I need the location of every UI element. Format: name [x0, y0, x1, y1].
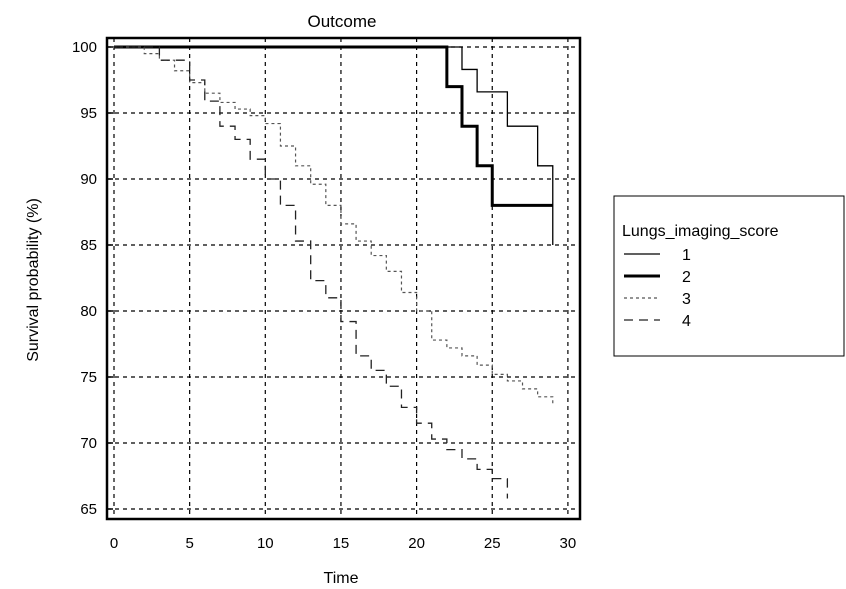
x-tick-label: 30 — [560, 535, 577, 552]
y-tick-label: 75 — [80, 369, 97, 386]
legend: Lungs_imaging_score 1 2 3 4 — [613, 195, 845, 357]
grid-lines — [107, 38, 580, 519]
x-tick-label: 20 — [408, 535, 425, 552]
legend-items: 1 2 3 4 — [624, 247, 691, 330]
legend-label-4: 4 — [682, 313, 691, 330]
y-tick-label: 90 — [80, 171, 97, 188]
x-tick-labels: 0 5 10 15 20 25 30 — [110, 535, 576, 552]
y-tick-label: 100 — [72, 39, 97, 56]
series-3-line — [114, 46, 554, 404]
series-4-line — [114, 46, 509, 499]
x-tick-label: 5 — [185, 535, 193, 552]
series-2-line — [114, 45, 553, 207]
y-tick-label: 85 — [80, 237, 97, 254]
x-axis-label: Time — [324, 570, 359, 587]
y-tick-label: 65 — [80, 501, 97, 518]
legend-label-1: 1 — [682, 247, 691, 264]
legend-title: Lungs_imaging_score — [622, 223, 779, 240]
plot-frame — [105, 36, 582, 521]
legend-label-3: 3 — [682, 291, 691, 308]
x-tick-label: 25 — [484, 535, 501, 552]
y-tick-label: 95 — [80, 105, 97, 122]
chart-title: Outcome — [308, 12, 377, 31]
series-layer — [114, 45, 554, 499]
y-axis-label: Survival probability (%) — [25, 198, 42, 362]
y-tick-label: 80 — [80, 303, 97, 320]
legend-label-2: 2 — [682, 269, 691, 286]
x-tick-label: 0 — [110, 535, 118, 552]
series-1-line — [114, 46, 554, 245]
y-tick-label: 70 — [80, 435, 97, 452]
x-tick-label: 10 — [257, 535, 274, 552]
y-tick-labels: 65 70 75 80 85 90 95 100 — [72, 39, 113, 518]
x-tick-label: 15 — [333, 535, 350, 552]
